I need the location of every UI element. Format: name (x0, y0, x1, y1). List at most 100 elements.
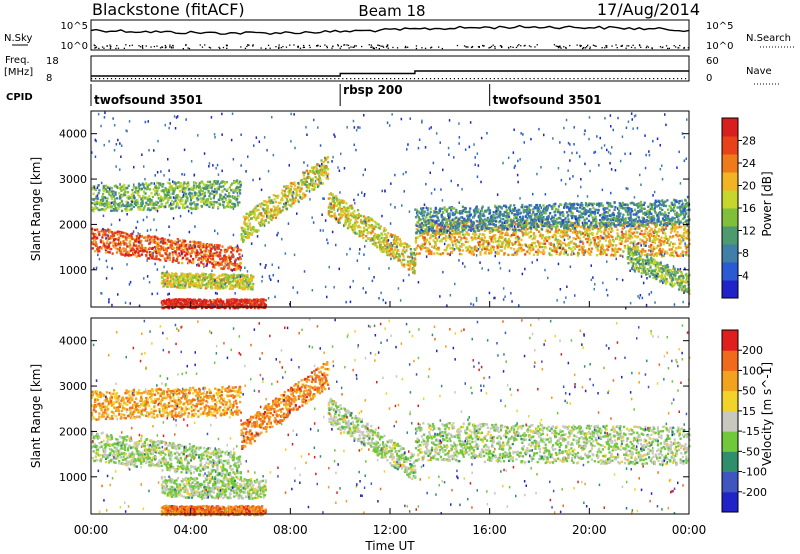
heatmap-cell (387, 232, 390, 235)
heatmap-cell (501, 244, 504, 247)
nave-point (374, 78, 376, 80)
heatmap-cell (105, 200, 108, 203)
heatmap-cell (612, 244, 615, 247)
heatmap-cell (380, 236, 383, 240)
heatmap-cell (226, 256, 229, 259)
heatmap-cell (159, 245, 163, 248)
nsearch-point (421, 47, 423, 49)
heatmap-cell (386, 242, 389, 246)
heatmap-cell (209, 192, 212, 195)
heatmap-cell (661, 248, 665, 251)
heatmap-cell (200, 200, 203, 203)
heatmap-cell (249, 233, 252, 236)
heatmap-cell (142, 194, 145, 198)
heatmap-cell (149, 208, 152, 211)
heatmap-cell (96, 206, 99, 210)
heatmap-cell (530, 249, 533, 252)
heatmap-cell (413, 269, 416, 273)
heatmap-cell (302, 174, 305, 177)
heatmap-cell (553, 205, 556, 208)
heatmap-cell (492, 245, 495, 249)
heatmap-cell (570, 253, 573, 256)
heatmap-cell (221, 245, 224, 248)
heatmap-cell (475, 246, 478, 250)
heatmap-cell (131, 198, 134, 201)
heatmap-cell (332, 208, 335, 212)
nsearch-point (518, 44, 520, 46)
nsearch-point (606, 45, 608, 47)
heatmap-cell (307, 182, 311, 185)
heatmap-cell (217, 255, 220, 258)
nsearch-point (611, 45, 613, 47)
heatmap-cell (625, 230, 628, 233)
heatmap-cell (136, 201, 139, 204)
heatmap-cell (670, 229, 673, 232)
heatmap-cell (563, 230, 566, 233)
heatmap-cell (470, 246, 473, 250)
heatmap-cell (235, 268, 238, 271)
heatmap-cell (561, 211, 564, 214)
heatmap-cell (264, 211, 267, 215)
heatmap-cell (134, 191, 137, 194)
heatmap-cell (644, 250, 647, 253)
heatmap-cell (374, 244, 377, 247)
heatmap-cell (118, 242, 121, 245)
heatmap-cell (236, 246, 239, 249)
heatmap-cell (277, 208, 281, 212)
nave-point (549, 78, 551, 80)
heatmap-cell (200, 246, 203, 250)
nave-point (306, 78, 308, 80)
heatmap-cell (392, 239, 396, 242)
heatmap-cell (441, 232, 444, 236)
heatmap-cell (351, 206, 354, 209)
heatmap-cell (189, 199, 193, 202)
heatmap-cell (500, 249, 503, 252)
heatmap-cell (387, 250, 390, 253)
heatmap-cell (518, 229, 521, 232)
nave-point (99, 78, 101, 80)
heatmap-cell (176, 201, 179, 204)
heatmap-cell (266, 204, 270, 208)
nsearch-point (470, 46, 473, 49)
heatmap-cell (173, 240, 176, 243)
heatmap-cell (221, 189, 224, 192)
heatmap-cell (290, 191, 293, 194)
heatmap-cell (378, 234, 381, 237)
heatmap-cell (237, 195, 240, 198)
heatmap-cell (219, 197, 222, 200)
heatmap-cell (203, 253, 207, 256)
heatmap-cell (307, 173, 310, 176)
nsearch-point (378, 48, 380, 50)
nave-point (146, 78, 148, 80)
heatmap-cell (184, 199, 187, 202)
heatmap-cell (306, 184, 309, 187)
heatmap-cell (171, 253, 174, 257)
nave-point (246, 78, 248, 80)
heatmap-cell (272, 194, 275, 197)
heatmap-cell (128, 208, 131, 211)
nave-point (326, 78, 328, 80)
heatmap-cell (524, 230, 527, 234)
heatmap-cell (614, 251, 617, 254)
heatmap-cell (506, 232, 509, 235)
heatmap-cell (213, 266, 216, 269)
heatmap-cell (96, 202, 99, 206)
heatmap-cell (114, 184, 117, 187)
heatmap-cell (492, 248, 495, 251)
heatmap-cell (91, 247, 94, 250)
heatmap-cell (267, 221, 270, 224)
heatmap-cell (195, 249, 198, 252)
heatmap-cell (117, 207, 120, 211)
nsearch-point (586, 46, 588, 48)
heatmap-cell (316, 163, 319, 166)
heatmap-cell (206, 180, 209, 183)
heatmap-cell (560, 251, 563, 254)
heatmap-cell (223, 182, 226, 186)
heatmap-cell (113, 200, 116, 203)
heatmap-cell (166, 192, 169, 196)
heatmap-cell (105, 185, 108, 188)
heatmap-cell (369, 217, 372, 220)
heatmap-cell (120, 186, 123, 189)
heatmap-cell (108, 203, 111, 206)
heatmap-cell (412, 260, 415, 263)
